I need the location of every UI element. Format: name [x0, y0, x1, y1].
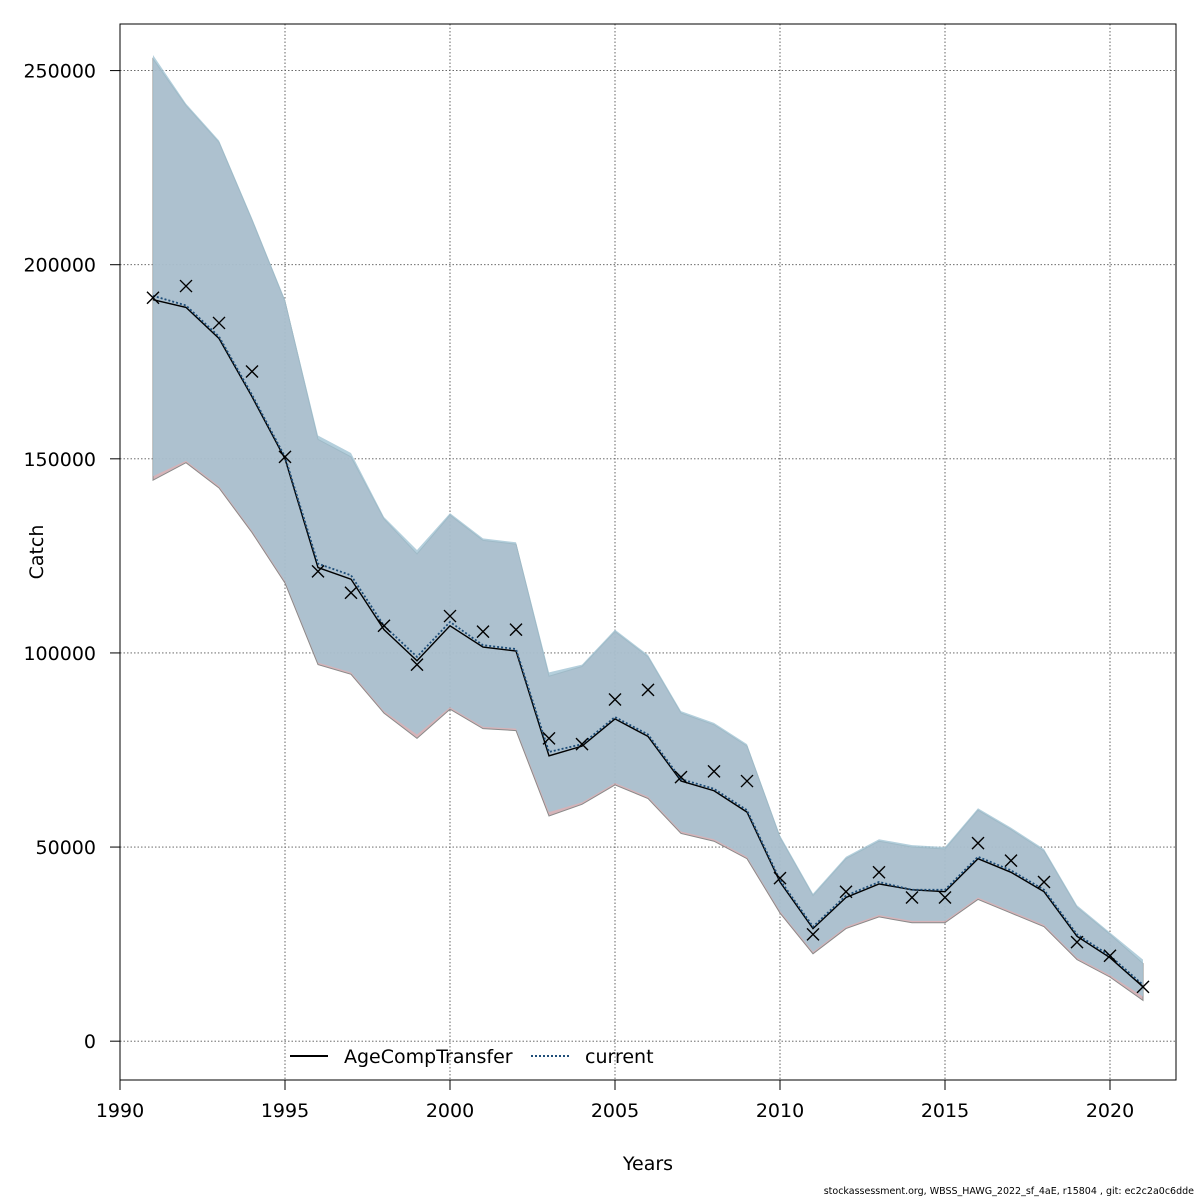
y-tick-label-100000: 100000: [23, 643, 96, 665]
observed-points: [146, 279, 1150, 994]
observed-point-2003: [542, 731, 556, 745]
observed-point-2013: [872, 865, 886, 879]
series-line-AgeCompTransfer: [152, 298, 1144, 988]
legend: AgeCompTransfer current: [290, 1046, 654, 1068]
observed-point-2008: [707, 764, 721, 778]
observed-point-2009: [740, 774, 754, 788]
footer-note: stockassessment.org, WBSS_HAWG_2022_sf_4…: [823, 1186, 1194, 1197]
observed-point-2016: [971, 836, 985, 850]
series-lines: [152, 294, 1144, 988]
y-tick-label-250000: 250000: [23, 61, 96, 83]
observed-point-1992: [179, 279, 193, 293]
observed-point-1998: [377, 619, 391, 633]
observed-point-1997: [344, 586, 358, 600]
y-tick-label-50000: 50000: [36, 837, 96, 859]
observed-point-2005: [608, 693, 622, 707]
x-tick-label-2005: 2005: [591, 1100, 639, 1122]
observed-point-2004: [575, 737, 589, 751]
legend-label-AgeCompTransfer: AgeCompTransfer: [344, 1046, 513, 1068]
confidence-bands: [152, 55, 1144, 1002]
observed-point-1994: [245, 364, 259, 378]
x-tick-label-1995: 1995: [261, 1100, 309, 1122]
y-tick-label-200000: 200000: [23, 255, 96, 277]
x-tick-label-2010: 2010: [756, 1100, 804, 1122]
y-tick-label-0: 0: [84, 1031, 96, 1053]
observed-point-2019: [1070, 935, 1084, 949]
x-tick-label-1990: 1990: [96, 1100, 144, 1122]
observed-point-2001: [476, 625, 490, 639]
observed-point-1996: [311, 564, 325, 578]
observed-point-2002: [509, 623, 523, 637]
observed-point-2015: [938, 891, 952, 905]
observed-point-1993: [212, 316, 226, 330]
observed-point-1995: [278, 450, 292, 464]
observed-point-2017: [1004, 854, 1018, 868]
x-tick-label-2015: 2015: [921, 1100, 969, 1122]
x-axis-label: Years: [622, 1153, 673, 1175]
observed-point-2012: [839, 885, 853, 899]
observed-point-1999: [410, 658, 424, 672]
observed-point-2000: [443, 609, 457, 623]
axes: 1990 1995 2000 2005 2010 2015 2020 0 50000 100000…: [23, 61, 1134, 1122]
observed-point-2020: [1103, 949, 1117, 963]
series-line-current: [152, 294, 1144, 986]
observed-point-2014: [905, 891, 919, 905]
legend-label-current: current: [585, 1046, 654, 1068]
observed-point-2018: [1037, 875, 1051, 889]
y-tick-label-150000: 150000: [23, 449, 96, 471]
y-axis-label: Catch: [26, 525, 48, 580]
x-tick-label-2020: 2020: [1086, 1100, 1134, 1122]
observed-point-2021: [1136, 980, 1150, 994]
x-tick-label-2000: 2000: [426, 1100, 474, 1122]
observed-point-2007: [674, 770, 688, 784]
observed-point-1991: [146, 291, 160, 305]
observed-point-2011: [806, 927, 820, 941]
observed-point-2006: [641, 683, 655, 697]
observed-point-2010: [773, 871, 787, 885]
ci-band-current: [153, 55, 1143, 997]
